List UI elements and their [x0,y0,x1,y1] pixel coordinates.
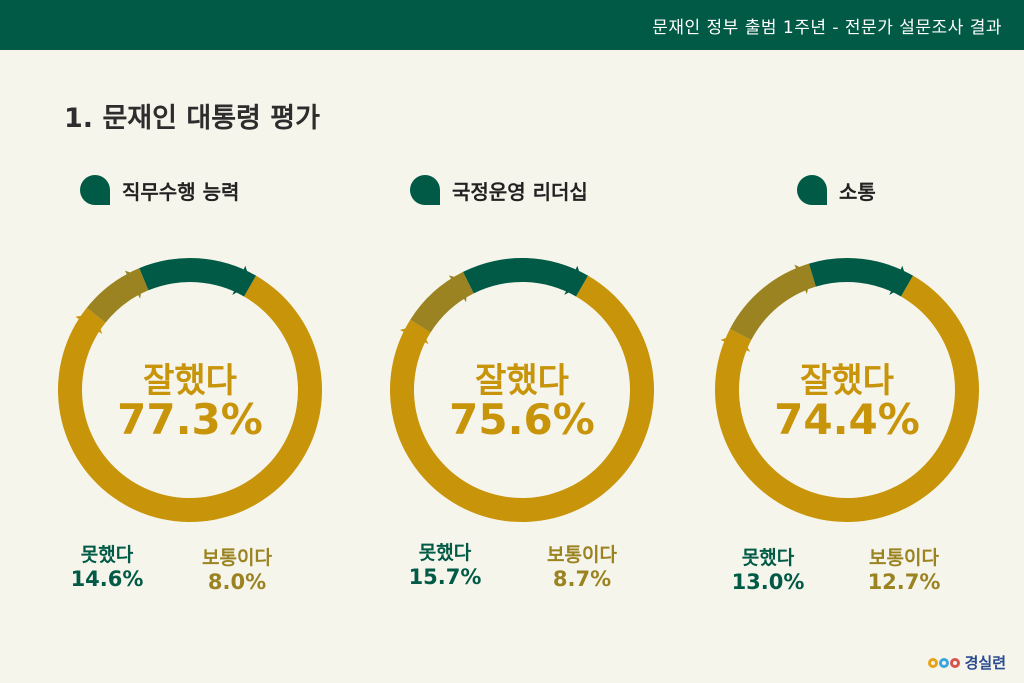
slice-negative-pointer [889,265,909,295]
logo-text: 경실련 [964,654,1006,672]
donut-svg [715,258,979,522]
neutral-value: 8.0% [207,570,267,594]
negative-value: 13.0% [731,570,805,594]
header-title: 문재인 정부 출범 1주년 - 전문가 설문조사 결과 [652,18,1002,38]
neutral-value: 8.7% [552,567,612,591]
slice-positive-pointer [75,313,103,335]
slice-positive-pointer [399,324,429,345]
neutral-label: 보통이다 [869,547,939,569]
speech-bubble-icon [80,175,110,205]
center-value: 74.4% [774,395,920,444]
donut-chart-communication: 소통 잘했다 74.4% 못했다 13.0% 보통이다 12.7% [697,0,1017,683]
neutral-label: 보통이다 [202,547,272,569]
category-label: 직무수행 능력 [122,179,240,204]
category-heading: 국정운영 리더십 [410,175,588,205]
slice-negative [139,258,256,297]
neutral-value: 12.7% [867,570,941,594]
center-label: 잘했다 [475,361,569,401]
donut-chart-job-performance: 직무수행 능력 잘했다 77.3% 못했다 14.6% 보통이다 8.0% [40,0,360,683]
donut-svg [390,258,654,522]
negative-value: 14.6% [70,567,144,591]
negative-label: 못했다 [741,547,795,569]
category-heading: 직무수행 능력 [80,175,239,205]
slice-neutral-pointer [794,264,812,295]
slice-neutral-pointer [448,275,468,303]
center-value: 77.3% [117,395,263,444]
logo: 경실련 [927,652,1006,673]
slice-negative-pointer [564,265,584,295]
category-label: 국정운영 리더십 [452,179,588,204]
slice-neutral-pointer [124,270,143,299]
header-bar: 문재인 정부 출범 1주년 - 전문가 설문조사 결과 [0,0,1024,50]
slice-negative [808,258,913,297]
donut-chart-leadership: 국정운영 리더십 잘했다 75.6% 못했다 15.7% 보통이다 8.7% [372,0,692,683]
slice-neutral [729,263,816,341]
slice-negative-pointer [232,265,252,295]
center-label: 잘했다 [143,361,237,401]
negative-label: 못했다 [80,544,134,566]
negative-value: 15.7% [408,565,482,589]
slice-positive-pointer [720,333,751,352]
slice-negative [463,258,588,297]
speech-bubble-icon [410,175,440,205]
neutral-label: 보통이다 [547,544,617,566]
center-label: 잘했다 [800,361,894,401]
logo-mark-icon [927,657,961,668]
section-title: 1. 문재인 대통령 평가 [64,103,320,134]
speech-bubble-icon [797,175,827,205]
category-heading: 소통 [797,175,876,205]
negative-label: 못했다 [418,542,472,564]
center-value: 75.6% [449,395,595,444]
donut-svg [58,258,323,522]
category-label: 소통 [839,179,876,204]
